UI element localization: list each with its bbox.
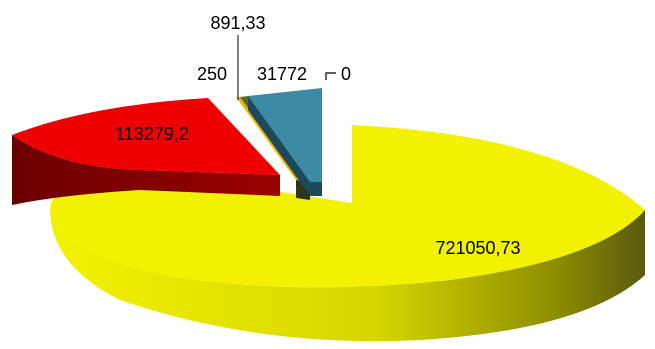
data-label-721050: 721050,73 bbox=[435, 238, 520, 258]
pie-slice-yellow-side bbox=[50, 208, 645, 342]
pie-slice-red-top bbox=[12, 98, 280, 175]
data-label-0: 0 bbox=[341, 64, 351, 84]
pie-slice-teal bbox=[248, 88, 322, 196]
pie-slice-teal-top bbox=[248, 88, 322, 182]
data-label-113279: 113279,2 bbox=[115, 124, 189, 144]
leader-line-zero bbox=[325, 72, 336, 80]
data-label-250: 250 bbox=[197, 64, 227, 84]
data-label-891: 891,33 bbox=[210, 13, 265, 33]
pie-slice-yellow bbox=[50, 125, 645, 342]
pie-slice-red-side bbox=[12, 135, 280, 205]
data-label-31772: 31772 bbox=[257, 64, 307, 84]
pie-slice-yellow-top bbox=[50, 125, 645, 288]
pie-slice-red bbox=[12, 98, 280, 205]
